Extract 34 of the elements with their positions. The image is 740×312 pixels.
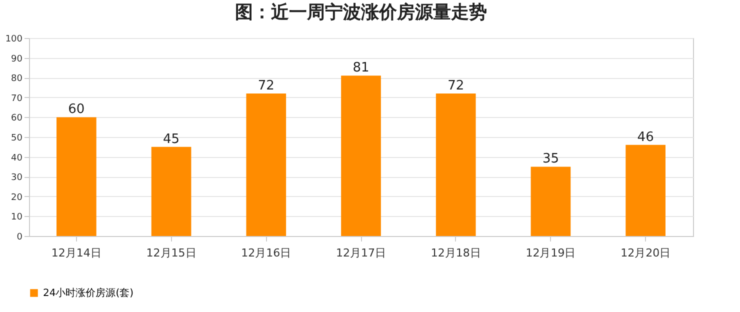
- chart-title: 图：近一周宁波涨价房源量走势: [235, 2, 487, 23]
- x-tick-label: 12月20日: [620, 246, 671, 260]
- bar: [56, 117, 96, 236]
- y-tick-label: 60: [11, 114, 23, 124]
- y-tick-label: 80: [11, 74, 23, 84]
- x-tick-label: 12月16日: [241, 246, 292, 260]
- x-tick-label: 12月18日: [430, 246, 481, 260]
- bar: [246, 93, 286, 236]
- x-tick-label: 12月15日: [146, 246, 196, 260]
- data-label: 45: [163, 132, 180, 147]
- legend-label: 24小时涨价房源(套): [43, 287, 134, 299]
- bar: [341, 76, 381, 236]
- y-tick-label: 90: [11, 54, 23, 64]
- y-tick-label: 10: [11, 212, 23, 223]
- x-tick-label: 12月17日: [336, 246, 386, 260]
- data-label: 35: [542, 152, 559, 167]
- bar: [530, 166, 571, 236]
- y-tick-label: 0: [16, 232, 23, 242]
- y-tick-label: 40: [11, 153, 23, 164]
- y-tick-label: 30: [11, 173, 23, 184]
- data-label: 46: [637, 130, 654, 145]
- x-tick-label: 12月14日: [51, 246, 102, 260]
- x-tick-label: 12月19日: [526, 246, 576, 260]
- bar: [436, 93, 476, 236]
- data-label: 72: [448, 78, 464, 94]
- data-label: 72: [258, 78, 274, 94]
- data-label: 60: [68, 102, 85, 118]
- y-tick-label: 100: [5, 34, 23, 44]
- y-tick-label: 50: [11, 134, 23, 144]
- bar: [626, 144, 666, 236]
- y-tick-label: 20: [11, 192, 23, 203]
- y-tick-label: 70: [11, 94, 23, 104]
- data-label: 81: [352, 60, 370, 76]
- bar: [151, 146, 192, 236]
